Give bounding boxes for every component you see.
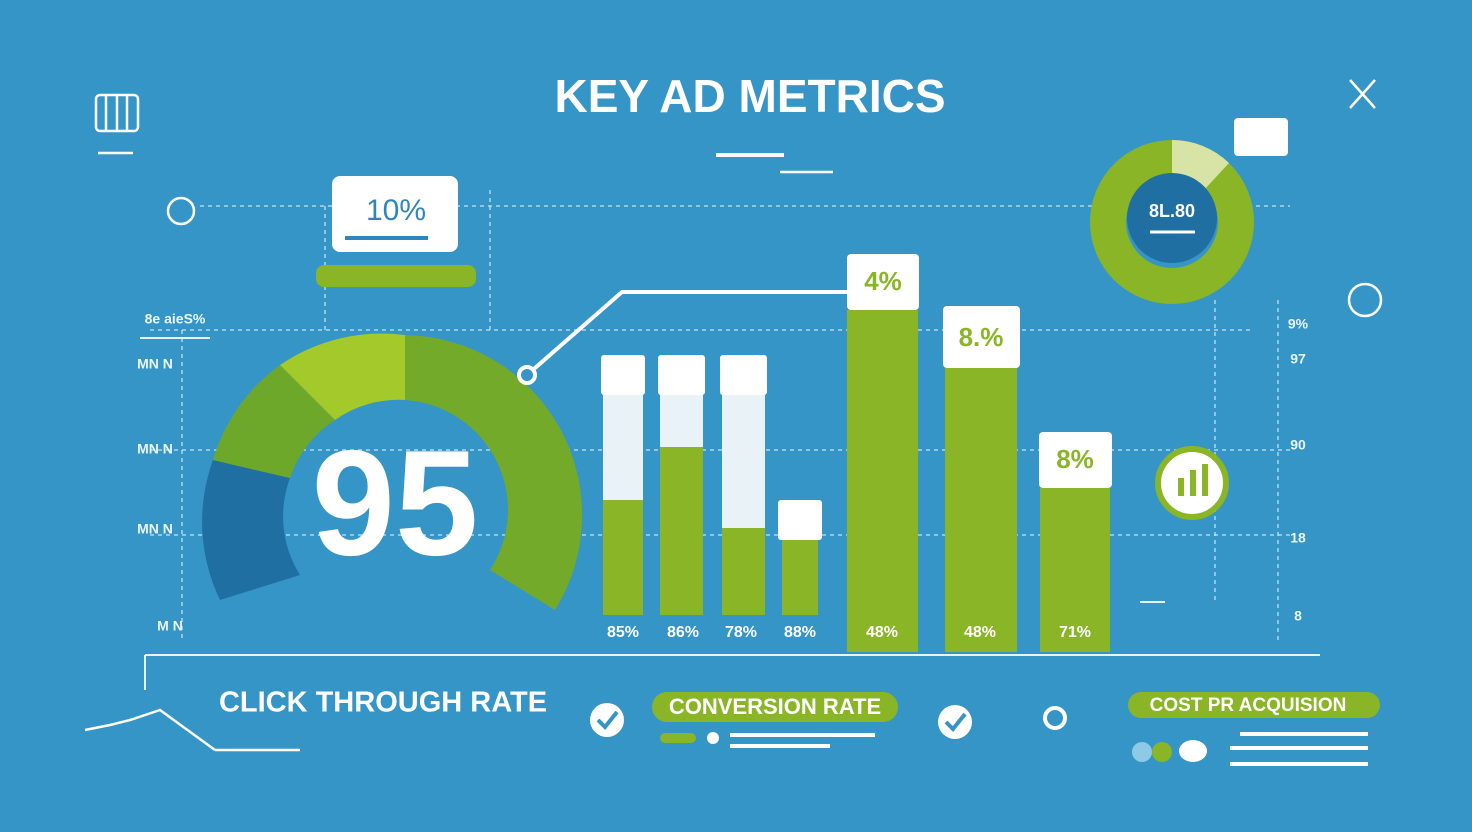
axis-label: 18 xyxy=(1290,530,1306,546)
axis-label: MN N xyxy=(137,441,173,457)
bar-label: 48% xyxy=(866,624,898,641)
bars xyxy=(601,254,1112,652)
icon xyxy=(84,79,1383,752)
callout: 4% xyxy=(864,266,902,296)
section-title: CONVERSION RATE xyxy=(669,694,881,719)
axis-label: 9% xyxy=(1288,316,1309,332)
callout: 8.% xyxy=(959,322,1004,352)
donut-label: 8L.80 xyxy=(1149,201,1195,221)
axis-label: 8 xyxy=(1294,608,1302,624)
bar-label: 48% xyxy=(964,624,996,641)
bar-label: 78% xyxy=(725,624,757,641)
axis-label: M N xyxy=(157,618,183,634)
bar-label: 86% xyxy=(667,624,699,641)
title: KEY AD METRICS xyxy=(554,70,945,122)
bar-label: 85% xyxy=(607,624,639,641)
axis-label: MN N xyxy=(137,521,173,537)
callout: 8% xyxy=(1056,444,1094,474)
pill xyxy=(652,692,898,722)
axis-label: 8e aieS% xyxy=(145,311,206,327)
callout-box xyxy=(332,176,458,252)
trend-line xyxy=(525,290,850,377)
gauge-value: 95 xyxy=(312,419,479,587)
axis-label: 90 xyxy=(1290,437,1306,453)
bar-label: 71% xyxy=(1059,624,1091,641)
section-title: COST PR ACQUISION xyxy=(1150,695,1347,716)
pill xyxy=(1128,692,1380,718)
pill xyxy=(316,265,476,287)
section-title: CLICK THROUGH RATE xyxy=(219,687,547,719)
grid xyxy=(140,190,1320,690)
callout: 10% xyxy=(366,194,426,227)
donut: 8L.80 xyxy=(1090,118,1288,520)
bar-label: 88% xyxy=(784,624,816,641)
axis-label: 97 xyxy=(1290,351,1306,367)
gauge: 95 xyxy=(202,333,583,610)
axis-label: MN N xyxy=(137,356,173,372)
